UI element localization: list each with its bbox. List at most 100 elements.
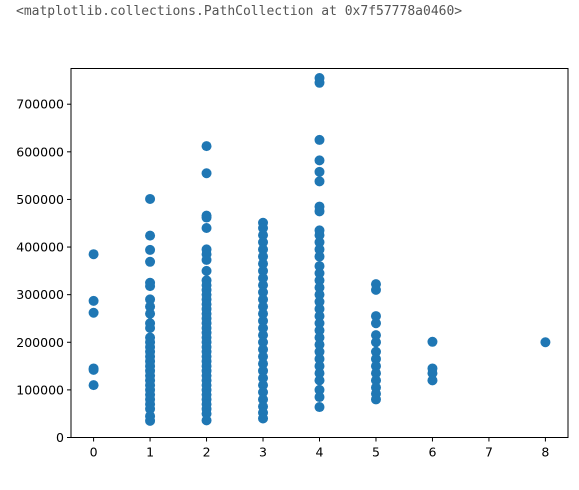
scatter-point: [201, 254, 212, 265]
x-tick-label: 0: [90, 445, 98, 460]
scatter-point: [258, 394, 269, 405]
scatter-point: [145, 322, 156, 333]
scatter-point: [370, 311, 381, 322]
x-tick-label: 6: [428, 445, 436, 460]
scatter-point: [258, 244, 269, 255]
scatter-point: [370, 318, 381, 329]
scatter-point: [370, 346, 381, 357]
scatter-point: [314, 384, 325, 395]
scatter-point: [145, 256, 156, 267]
scatter-point: [314, 339, 325, 350]
scatter-point: [145, 193, 156, 204]
scatter-point: [314, 375, 325, 386]
scatter-point: [258, 294, 269, 305]
y-tick-label: 0: [56, 430, 64, 445]
scatter-point: [145, 308, 156, 319]
scatter-point: [370, 353, 381, 364]
scatter-point: [314, 303, 325, 314]
scatter-point: [314, 155, 325, 166]
x-axis: 0 1 2 3 4 5 6 7 8: [90, 437, 549, 460]
scatter-point: [258, 387, 269, 398]
scatter-point: [370, 368, 381, 379]
scatter-point: [314, 268, 325, 279]
scatter-point: [314, 368, 325, 379]
scatter-point: [314, 402, 325, 413]
scatter-point: [258, 287, 269, 298]
cell-output-text: <matplotlib.collections.PathCollection a…: [16, 4, 463, 19]
scatter-point: [145, 230, 156, 241]
scatter-point: [201, 168, 212, 179]
scatter-point: [88, 295, 99, 306]
scatter-point: [427, 375, 438, 386]
scatter-point: [427, 368, 438, 379]
scatter-point: [314, 251, 325, 262]
y-tick-label: 500000: [16, 192, 64, 207]
scatter-point: [314, 176, 325, 187]
scatter-point: [258, 380, 269, 391]
y-tick-label: 100000: [16, 382, 64, 397]
scatter-point: [258, 265, 269, 276]
scatter-point: [314, 361, 325, 372]
x-tick-label: 4: [316, 445, 324, 460]
scatter-point: [201, 265, 212, 276]
scatter-point: [258, 301, 269, 312]
scatter-point: [88, 307, 99, 318]
scatter-point: [314, 353, 325, 364]
y-axis: 0 100000 200000 300000 400000 500000 600000 700…: [16, 97, 71, 445]
scatter-point: [314, 230, 325, 241]
scatter-point: [314, 346, 325, 357]
points-layer: [88, 73, 551, 426]
y-tick-label: 200000: [16, 335, 64, 350]
y-tick-label: 400000: [16, 240, 64, 255]
scatter-point: [314, 166, 325, 177]
y-tick-label: 600000: [16, 144, 64, 159]
scatter-point: [258, 308, 269, 319]
scatter-point: [201, 415, 212, 426]
x-tick-label: 5: [372, 445, 380, 460]
scatter-point: [314, 206, 325, 217]
scatter-point: [258, 413, 269, 424]
scatter-point: [314, 77, 325, 88]
scatter-point: [370, 330, 381, 341]
scatter-point: [370, 284, 381, 295]
scatter-point: [258, 372, 269, 383]
scatter-point: [145, 403, 156, 414]
scatter-point: [88, 364, 99, 375]
x-tick-label: 8: [541, 445, 549, 460]
scatter-point: [258, 223, 269, 234]
scatter-point: [258, 365, 269, 376]
scatter-point: [258, 322, 269, 333]
scatter-point: [370, 394, 381, 405]
scatter-point: [201, 141, 212, 152]
scatter-point: [427, 336, 438, 347]
scatter-point: [258, 337, 269, 348]
scatter-point: [314, 134, 325, 145]
scatter-point: [314, 311, 325, 322]
scatter-point: [370, 375, 381, 386]
scatter-point: [258, 272, 269, 283]
scatter-point: [314, 244, 325, 255]
scatter-point: [314, 261, 325, 272]
scatter-point: [88, 249, 99, 260]
scatter-point: [88, 380, 99, 391]
scatter-point: [540, 337, 551, 348]
scatter-point: [370, 361, 381, 372]
scatter-point: [258, 230, 269, 241]
x-tick-label: 3: [259, 445, 267, 460]
scatter-point: [258, 258, 269, 269]
y-tick-label: 700000: [16, 97, 64, 112]
scatter-point: [314, 275, 325, 286]
scatter-point: [258, 237, 269, 248]
scatter-point: [201, 212, 212, 223]
scatter-point: [145, 281, 156, 292]
scatter-point: [314, 282, 325, 293]
scatter-point: [258, 251, 269, 262]
y-tick-label: 300000: [16, 287, 64, 302]
scatter-point: [258, 344, 269, 355]
scatter-point: [145, 244, 156, 255]
scatter-point: [314, 332, 325, 343]
scatter-point: [258, 315, 269, 326]
scatter-point: [314, 318, 325, 329]
scatter-point: [145, 415, 156, 426]
